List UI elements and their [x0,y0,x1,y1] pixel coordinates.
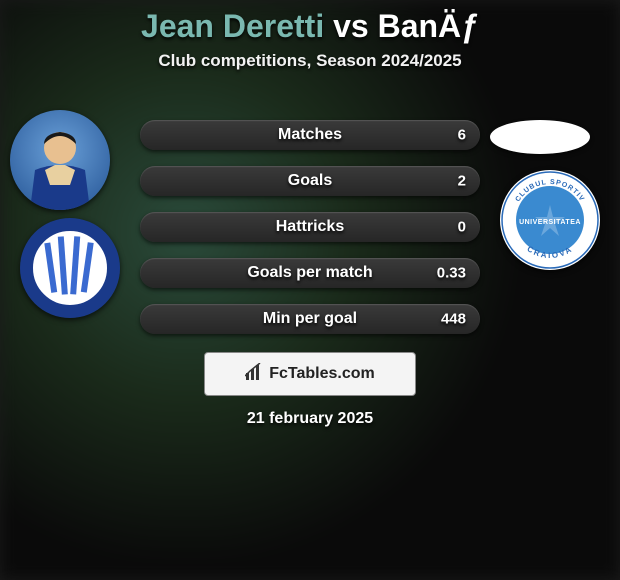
stat-value: 0.33 [437,265,466,282]
stat-label: Goals per match [140,264,480,282]
stat-row: Matches 6 [140,120,480,150]
stat-value: 448 [441,311,466,328]
player-left-name: Jean Deretti [141,8,324,44]
player-left-avatar [10,110,110,210]
stat-label: Goals [140,172,480,190]
vs-separator: vs [333,8,369,44]
stat-row: Goals per match 0.33 [140,258,480,288]
stats-container: Matches 6 Goals 2 Hattricks 0 Goals per … [140,120,480,350]
stat-row: Goals 2 [140,166,480,196]
date-line: 21 february 2025 [0,410,620,428]
stat-label: Hattricks [140,218,480,236]
stat-label: Min per goal [140,310,480,328]
player-right-name: BanÄƒ [378,8,479,44]
team-right-badge: CLUBUL SPORTIV CRAIOVA UNIVERSITATEA [500,170,600,270]
stat-value: 2 [458,173,466,190]
stat-value: 6 [458,127,466,144]
branding-text: FcTables.com [269,365,375,383]
branding-box: FcTables.com [204,352,416,396]
stat-label: Matches [140,126,480,144]
chart-icon [245,363,265,386]
page-title: Jean Deretti vs BanÄƒ [0,0,620,45]
stat-row: Min per goal 448 [140,304,480,334]
team-left-badge [20,218,120,318]
player-right-avatar [490,120,590,154]
subtitle: Club competitions, Season 2024/2025 [0,51,620,71]
stat-value: 0 [458,219,466,236]
stat-row: Hattricks 0 [140,212,480,242]
svg-text:UNIVERSITATEA: UNIVERSITATEA [519,219,581,226]
